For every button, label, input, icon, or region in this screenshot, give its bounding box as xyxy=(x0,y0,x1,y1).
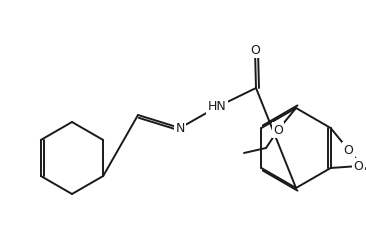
Text: O: O xyxy=(344,143,354,156)
Text: N: N xyxy=(175,121,185,135)
Text: O: O xyxy=(273,123,283,137)
Text: HN: HN xyxy=(208,101,227,113)
Text: O: O xyxy=(250,44,260,56)
Text: O: O xyxy=(354,160,363,173)
